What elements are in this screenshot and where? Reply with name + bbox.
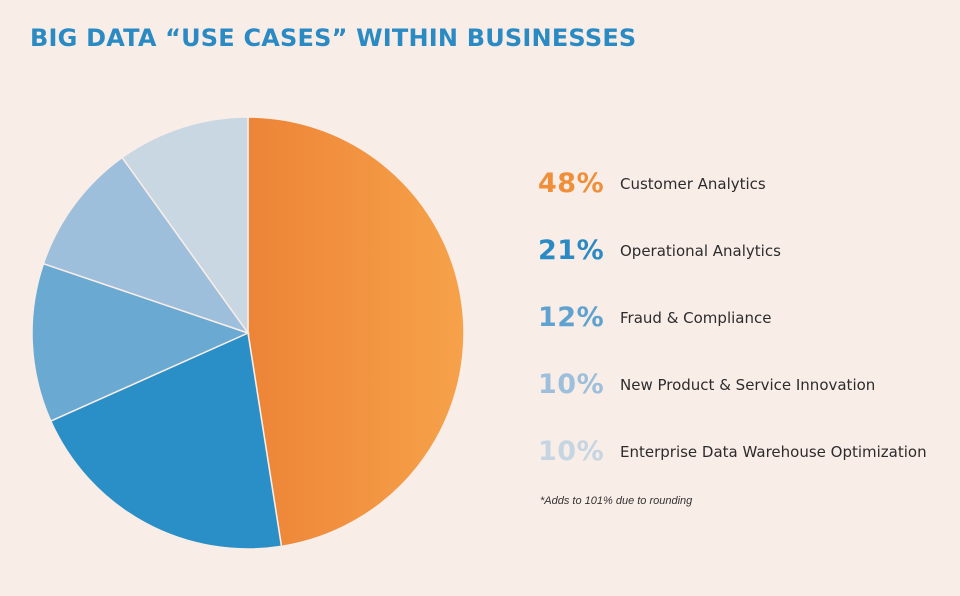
legend-item-data-warehouse-optimization: 10% Enterprise Data Warehouse Optimizati… (538, 418, 948, 485)
footnote: *Adds to 101% due to rounding (540, 495, 693, 507)
legend-value: 12% (538, 302, 605, 333)
legend-label: Fraud & Compliance (620, 308, 772, 327)
legend-label: Enterprise Data Warehouse Optimization (620, 442, 927, 461)
legend-label: New Product & Service Innovation (620, 375, 876, 394)
legend-item-operational-analytics: 21% Operational Analytics (538, 217, 948, 284)
legend-item-customer-analytics: 48% Customer Analytics (538, 150, 948, 217)
pie-chart (31, 116, 465, 550)
legend-label: Customer Analytics (620, 174, 766, 193)
pie-slice-customer-analytics (247, 116, 465, 548)
pie-slice-fraud-compliance (31, 262, 251, 423)
legend-value: 21% (538, 235, 605, 266)
pie-slice-new-product-innovation (42, 156, 250, 335)
chart-title: BIG DATA “USE CASES” WITHIN BUSINESSES (30, 24, 637, 52)
pie-slice-data-warehouse-optimization (121, 116, 249, 336)
pie-slice-operational-analytics (49, 331, 283, 550)
legend-label: Operational Analytics (620, 241, 781, 260)
legend-value: 10% (538, 436, 605, 467)
legend-item-fraud-compliance: 12% Fraud & Compliance (538, 284, 948, 351)
legend-value: 48% (538, 168, 605, 199)
legend-value: 10% (538, 369, 605, 400)
legend-item-new-product-innovation: 10% New Product & Service Innovation (538, 351, 948, 418)
legend: 48% Customer Analytics 21% Operational A… (538, 150, 948, 485)
